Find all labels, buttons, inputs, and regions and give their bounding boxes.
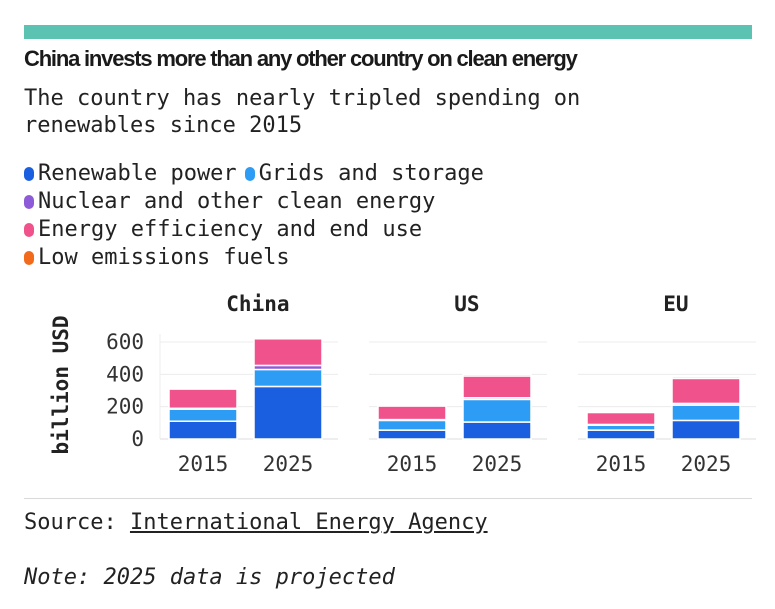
- panel-title-eu: EU: [663, 292, 688, 316]
- legend-swatch-efficiency: [24, 223, 34, 237]
- panel-title-us: US: [454, 292, 479, 316]
- bar-segment-renewable: [586, 429, 656, 440]
- legend-item-low-emissions: Low emissions fuels: [24, 244, 290, 272]
- legend-swatch-renewable: [24, 167, 34, 181]
- panel-title-china: China: [226, 292, 289, 316]
- legend-swatch-low-emissions: [24, 251, 34, 265]
- y-tick-label: 600: [106, 330, 144, 354]
- x-tick-label: 2015: [596, 452, 647, 476]
- source-label: Source:: [24, 510, 117, 535]
- bar-segment-low-emissions: [462, 373, 532, 377]
- bar-segment-efficiency: [253, 338, 323, 367]
- bar-segment-efficiency: [168, 388, 238, 410]
- bar-segment-low-emissions: [253, 336, 323, 340]
- bar-segment-renewable: [671, 419, 741, 440]
- legend: Renewable power Grids and storage Nuclea…: [24, 160, 744, 272]
- x-tick-label: 2025: [472, 452, 523, 476]
- bar-segment-low-emissions: [586, 411, 656, 414]
- legend-item-renewable: Renewable power: [24, 160, 237, 188]
- x-tick-label: 2015: [178, 452, 229, 476]
- x-tick-label: 2025: [681, 452, 732, 476]
- legend-swatch-nuclear: [24, 195, 34, 209]
- legend-item-grids: Grids and storage: [244, 160, 484, 188]
- bar-segment-efficiency: [671, 377, 741, 405]
- legend-item-nuclear: Nuclear and other clean energy: [24, 188, 435, 216]
- bar-segment-efficiency: [462, 375, 532, 399]
- legend-label-renewable: Renewable power: [38, 161, 237, 186]
- legend-label-efficiency: Energy efficiency and end use: [38, 217, 423, 242]
- bar-segment-low-emissions: [168, 387, 238, 390]
- y-tick-label: 400: [106, 362, 144, 386]
- source-link[interactable]: International Energy Agency: [129, 510, 488, 535]
- bar-segment-grids: [671, 404, 741, 422]
- legend-swatch-grids: [244, 167, 255, 181]
- chart-subtitle: The country has nearly tripled spending …: [24, 86, 581, 138]
- legend-item-efficiency: Energy efficiency and end use: [24, 216, 422, 244]
- footer-divider: [24, 498, 752, 499]
- bar-segment-renewable: [462, 421, 532, 440]
- bar-segment-renewable: [253, 385, 323, 440]
- bar-segment-efficiency: [377, 405, 447, 421]
- legend-label-nuclear: Nuclear and other clean energy: [38, 189, 436, 214]
- header-accent-bar: [24, 25, 752, 39]
- x-tick-label: 2015: [387, 452, 438, 476]
- bar-segment-renewable: [168, 420, 238, 440]
- bar-segment-efficiency: [586, 411, 656, 426]
- chart-title: China invests more than any other countr…: [24, 46, 578, 71]
- bar-segment-low-emissions: [377, 404, 447, 407]
- note: Note: 2025 data is projected: [24, 565, 395, 590]
- bar-segment-renewable: [377, 429, 447, 440]
- y-tick-label: 200: [106, 395, 144, 419]
- legend-label-grids: Grids and storage: [258, 161, 484, 186]
- y-axis-label: billion USD: [49, 315, 73, 454]
- bar-segment-low-emissions: [671, 376, 741, 380]
- source-line: Source: International Energy Agency: [24, 510, 488, 535]
- bar-segment-grids: [377, 419, 447, 431]
- bar-segment-grids: [253, 368, 323, 388]
- x-tick-label: 2025: [263, 452, 314, 476]
- legend-label-low-emissions: Low emissions fuels: [38, 245, 290, 270]
- bar-segment-grids: [462, 398, 532, 423]
- bar-segment-grids: [168, 408, 238, 422]
- y-tick-label: 0: [131, 427, 144, 451]
- stacked-bar-chart: billion USD 0 200 400 600 China 2015 2025 US 2015…: [49, 292, 756, 476]
